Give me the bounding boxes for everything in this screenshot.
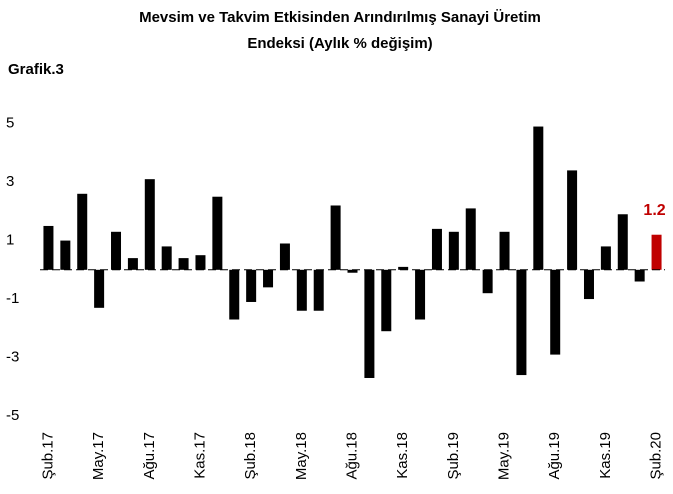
bar <box>550 269 561 355</box>
bar <box>111 231 122 270</box>
bar <box>330 205 341 270</box>
chart-subtitle: Grafik.3 <box>8 61 64 78</box>
bar <box>600 246 611 270</box>
bar <box>364 269 375 378</box>
bar <box>263 269 274 288</box>
bar <box>583 269 594 300</box>
bar <box>398 266 409 270</box>
chart-title: Endeksi (Aylık % değişim) <box>247 35 432 52</box>
x-tick-label: May.19 <box>495 432 512 480</box>
bar <box>43 225 54 270</box>
bar <box>246 269 257 302</box>
bar <box>533 126 544 270</box>
x-tick-label: Ağu.17 <box>141 432 158 480</box>
y-tick-label: 1 <box>6 232 14 249</box>
bar <box>161 246 172 270</box>
bar <box>77 193 88 270</box>
x-tick-label: Şub.18 <box>242 432 259 480</box>
x-tick-label: Şub.19 <box>445 432 462 480</box>
bar <box>94 269 105 308</box>
y-tick-label: 3 <box>6 173 14 190</box>
bar <box>127 258 138 270</box>
x-tick-label: May.18 <box>293 432 310 480</box>
y-tick-label: -3 <box>6 348 19 365</box>
x-tick-label: Kas.17 <box>191 432 208 479</box>
x-tick-label: Kas.19 <box>597 432 614 479</box>
bar <box>415 269 426 320</box>
bar <box>296 269 307 311</box>
bar <box>381 269 392 332</box>
value-label: 1.2 <box>643 202 665 219</box>
bar <box>60 240 71 270</box>
bar <box>634 269 645 282</box>
bar <box>567 170 578 270</box>
bar <box>178 258 189 270</box>
bar <box>482 269 493 294</box>
y-tick-label: -1 <box>6 290 19 307</box>
y-tick-label: -5 <box>6 407 19 424</box>
bar <box>347 269 358 273</box>
x-tick-label: Şub.17 <box>39 432 56 480</box>
bar <box>144 179 155 270</box>
bar <box>279 243 290 270</box>
x-tick-label: Ağu.19 <box>546 432 563 480</box>
chart-title: Mevsim ve Takvim Etkisinden Arındırılmış… <box>139 9 541 26</box>
bar <box>516 269 527 376</box>
x-tick-label: May.17 <box>90 432 107 480</box>
x-tick-label: Şub.20 <box>648 432 665 480</box>
bar <box>212 196 223 270</box>
bar <box>448 231 459 270</box>
y-tick-label: 5 <box>6 115 14 132</box>
bar <box>431 228 442 270</box>
x-tick-label: Ağu.18 <box>343 432 360 480</box>
bar <box>195 255 206 270</box>
bar <box>313 269 324 311</box>
bar <box>465 208 476 270</box>
bar <box>651 234 662 270</box>
bar <box>499 231 510 270</box>
bar <box>229 269 240 320</box>
bar <box>617 214 628 270</box>
x-tick-label: Kas.18 <box>394 432 411 479</box>
